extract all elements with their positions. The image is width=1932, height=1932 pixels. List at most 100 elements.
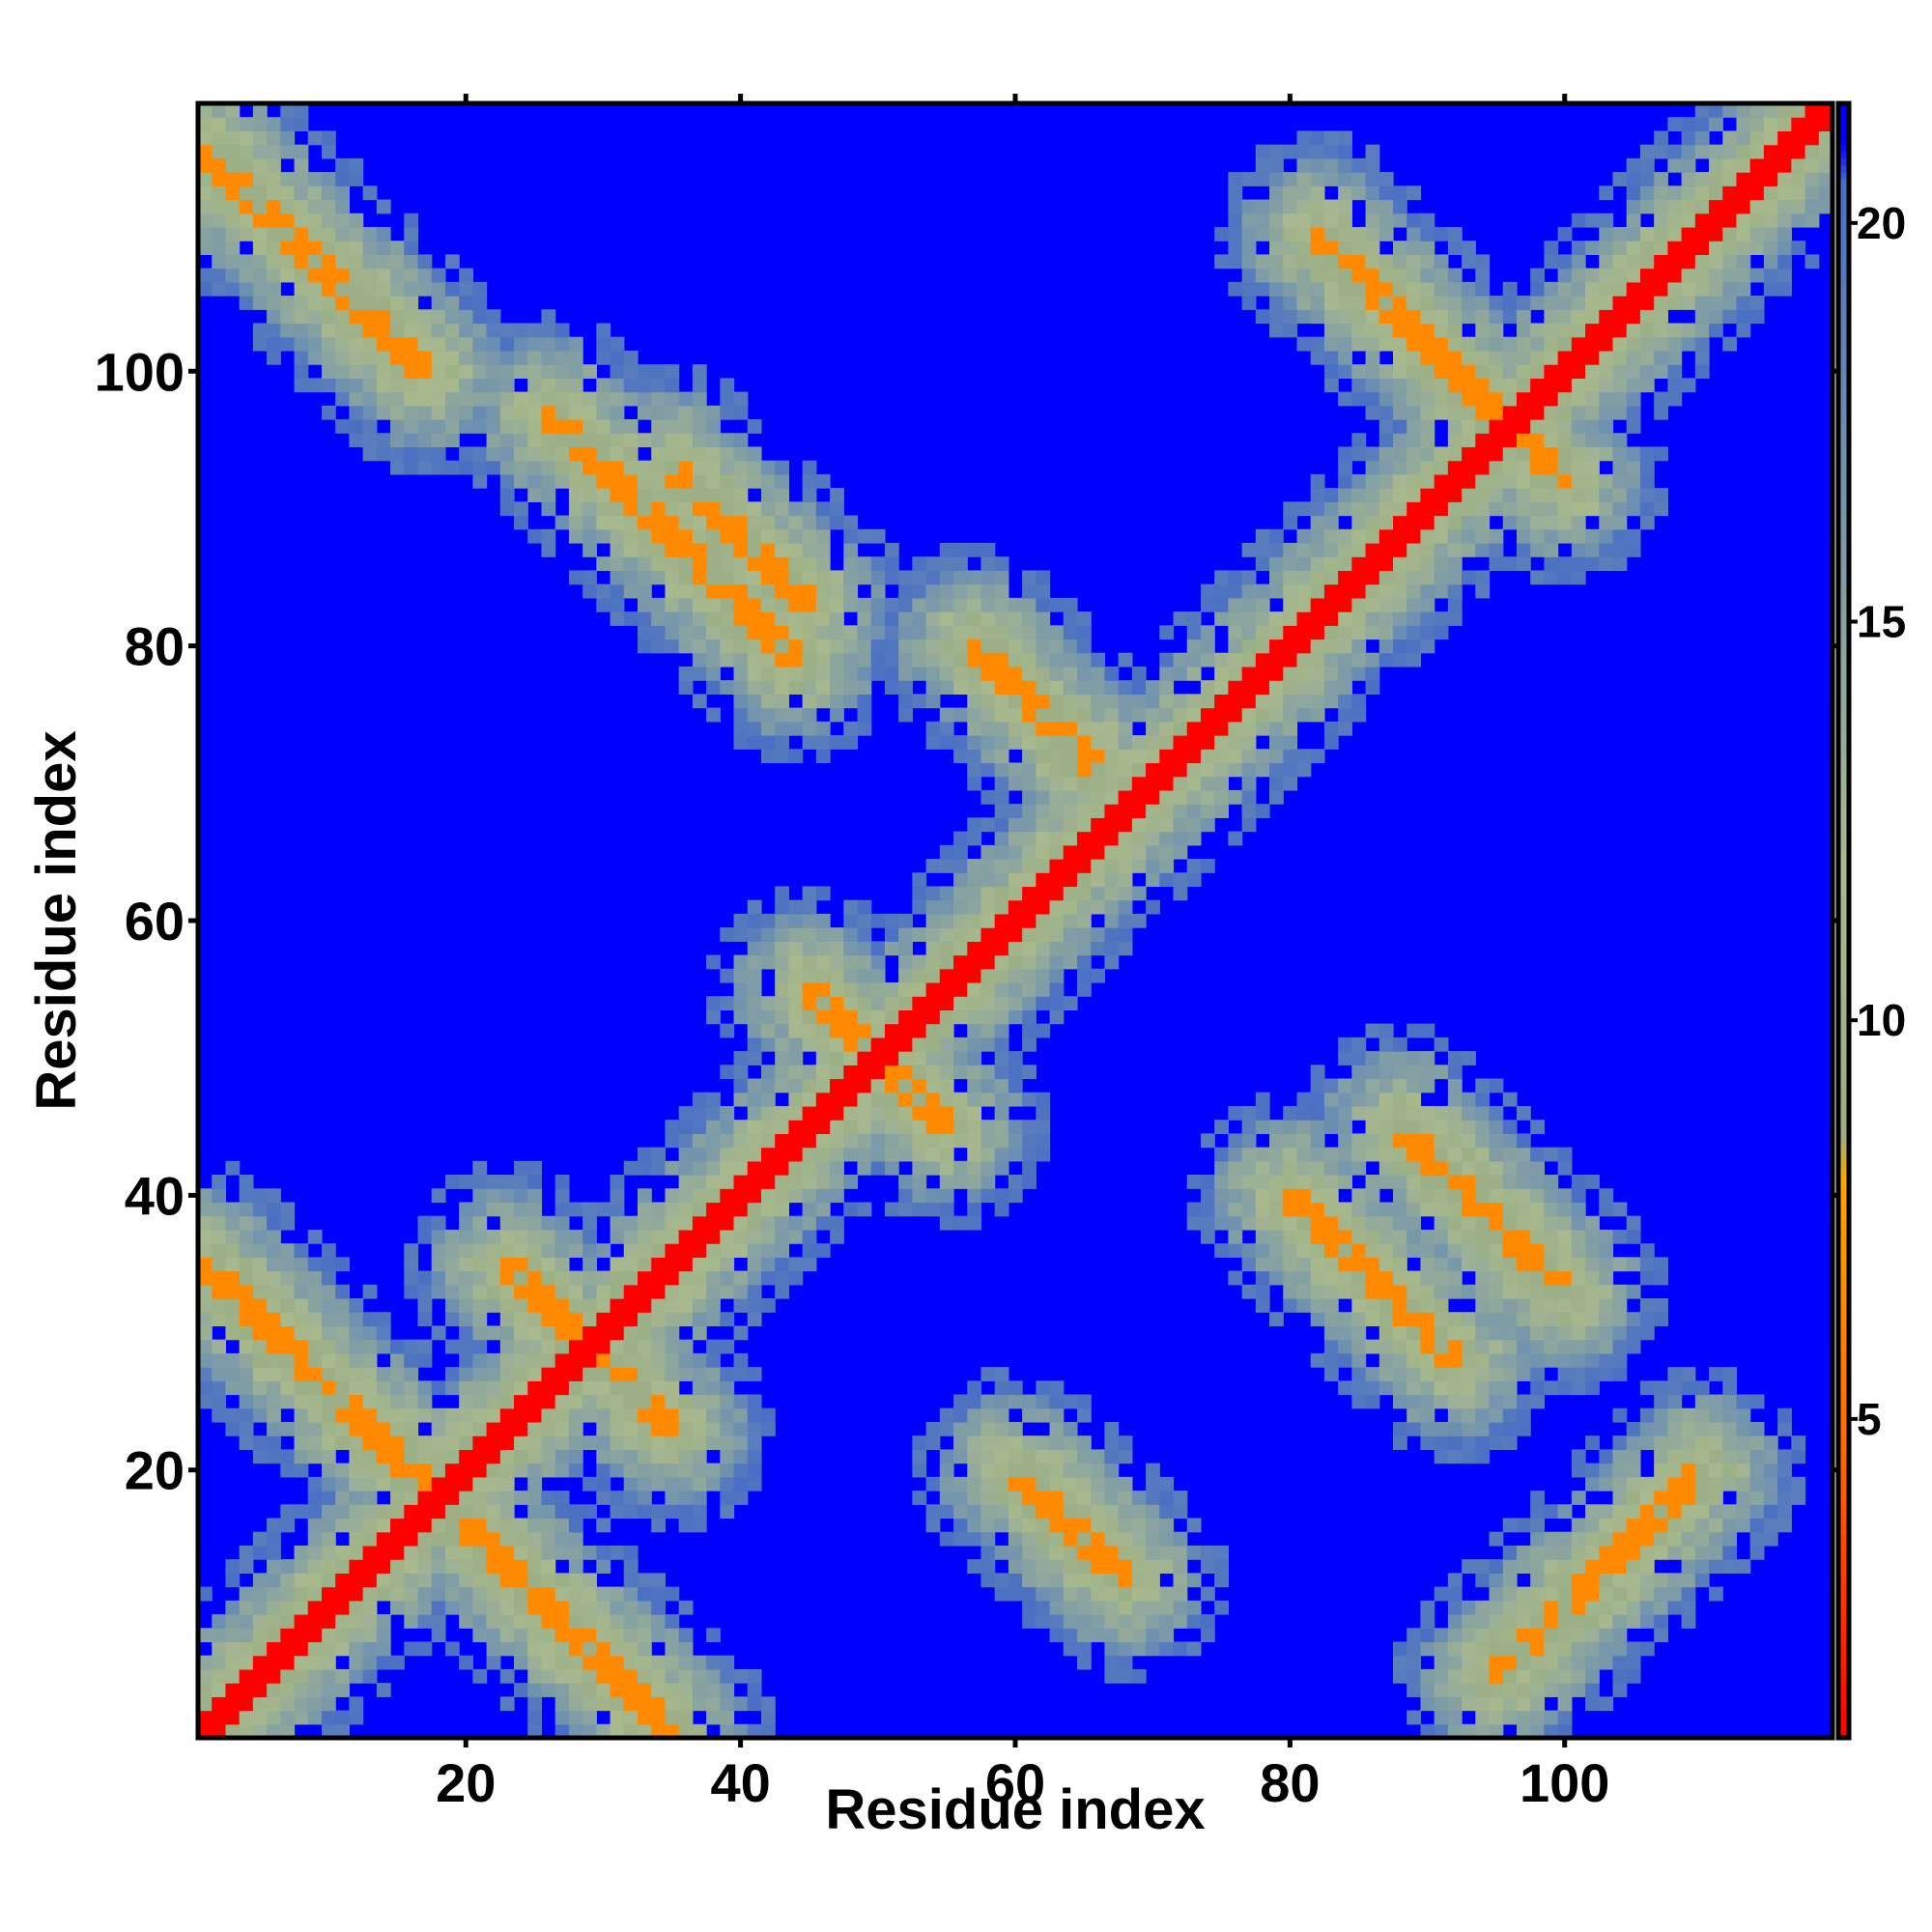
heatmap-cell (994, 1065, 1009, 1080)
heatmap-cell (1283, 735, 1298, 750)
heatmap-cell (706, 1188, 721, 1204)
heatmap-cell (554, 1188, 570, 1204)
heatmap-cell (1462, 1394, 1476, 1409)
heatmap-cell (554, 433, 570, 448)
heatmap-cell (1022, 707, 1037, 723)
heatmap-cell (294, 1614, 309, 1629)
heatmap-cell (651, 625, 667, 640)
heatmap-cell (1323, 226, 1339, 242)
heatmap-cell (1296, 652, 1312, 668)
heatmap-cell (1146, 789, 1160, 805)
heatmap-cell (720, 1215, 735, 1231)
heatmap-cell (1008, 680, 1023, 695)
heatmap-cell (1544, 241, 1559, 255)
heatmap-cell (1462, 570, 1476, 585)
heatmap-cell (1296, 611, 1312, 626)
heatmap-cell (610, 515, 625, 530)
heatmap-cell (1351, 625, 1367, 640)
heatmap-cell (788, 639, 804, 654)
heatmap-cell (390, 1491, 405, 1505)
heatmap-cell (252, 1628, 268, 1643)
heatmap-cell (1420, 1243, 1435, 1258)
heatmap-cell (925, 941, 941, 956)
heatmap-cell (925, 1421, 941, 1436)
heatmap-cell (747, 1188, 762, 1204)
heatmap-cell (1434, 1175, 1449, 1189)
heatmap-cell (1544, 378, 1559, 393)
heatmap-cell (1091, 1476, 1106, 1492)
heatmap-cell (1338, 1339, 1352, 1354)
heatmap-cell (376, 1476, 391, 1492)
heatmap-cell (541, 528, 556, 544)
heatmap-cell (486, 1407, 501, 1423)
heatmap-cell (678, 1298, 694, 1313)
heatmap-cell (1159, 1586, 1175, 1602)
heatmap-cell (747, 515, 762, 530)
heatmap-cell (582, 1339, 597, 1354)
heatmap-cell (692, 1284, 707, 1299)
heatmap-cell (980, 556, 996, 572)
heatmap-cell (1585, 1243, 1600, 1258)
heatmap-cell (294, 1298, 309, 1313)
heatmap-cell (1378, 488, 1394, 502)
heatmap-cell (1406, 419, 1422, 434)
heatmap-cell (376, 1339, 391, 1354)
heatmap-cell (1393, 1394, 1407, 1409)
heatmap-cell (294, 268, 309, 283)
heatmap-cell (815, 721, 831, 736)
heatmap-cell (1585, 378, 1600, 393)
heatmap-cell (568, 1243, 583, 1258)
heatmap-cell (665, 1586, 680, 1602)
heatmap-cell (1104, 954, 1120, 970)
heatmap-cell (280, 336, 296, 352)
heatmap-cell (857, 1065, 872, 1080)
heatmap-cell (307, 1229, 323, 1244)
heatmap-cell (252, 1229, 268, 1244)
heatmap-cell (1296, 157, 1312, 173)
heatmap-cell (1475, 1655, 1491, 1670)
heatmap-cell (980, 1491, 996, 1505)
heatmap-cell (720, 1188, 735, 1204)
heatmap-cell (1393, 1339, 1407, 1354)
heatmap-cell (815, 611, 831, 626)
heatmap-cell (1269, 542, 1284, 557)
heatmap-cell (444, 336, 460, 352)
heatmap-cell (198, 1325, 213, 1341)
heatmap-cell (994, 583, 1009, 599)
heatmap-cell (1118, 844, 1133, 860)
heatmap-cell (678, 391, 694, 407)
heatmap-cell (706, 488, 721, 502)
heatmap-cell (568, 1435, 583, 1451)
heatmap-cell (499, 1491, 515, 1505)
heatmap-cell (1516, 364, 1531, 379)
heatmap-cell (582, 1696, 597, 1712)
heatmap-cell (802, 954, 817, 970)
heatmap-cell (349, 213, 364, 228)
heatmap-cell (967, 996, 982, 1011)
heatmap-cell (1283, 241, 1298, 255)
heatmap-cell (1489, 1380, 1504, 1396)
heatmap-cell (1393, 1078, 1407, 1094)
heatmap-cell (252, 1367, 268, 1381)
heatmap-cell (1585, 1683, 1600, 1697)
heatmap-cell (239, 268, 254, 283)
heatmap-cell (390, 1504, 405, 1520)
heatmap-cell (1557, 556, 1573, 572)
heatmap-cell (568, 1298, 583, 1313)
heatmap-cell (1447, 1655, 1463, 1670)
heatmap-cell (843, 694, 859, 709)
heatmap-cell (623, 1352, 639, 1368)
heatmap-cell (514, 1421, 528, 1436)
heatmap-cell (267, 226, 281, 242)
heatmap-cell (1200, 749, 1215, 764)
heatmap-cell (637, 1325, 652, 1341)
heatmap-cell (1022, 1120, 1037, 1134)
heatmap-cell (568, 528, 583, 544)
heatmap-cell (582, 419, 597, 434)
heatmap-cell (843, 981, 859, 997)
heatmap-cell (1502, 1545, 1518, 1560)
heatmap-cell (514, 515, 528, 530)
heatmap-cell (1063, 817, 1078, 833)
heatmap-cell (651, 1339, 667, 1354)
heatmap-cell (239, 1229, 254, 1244)
